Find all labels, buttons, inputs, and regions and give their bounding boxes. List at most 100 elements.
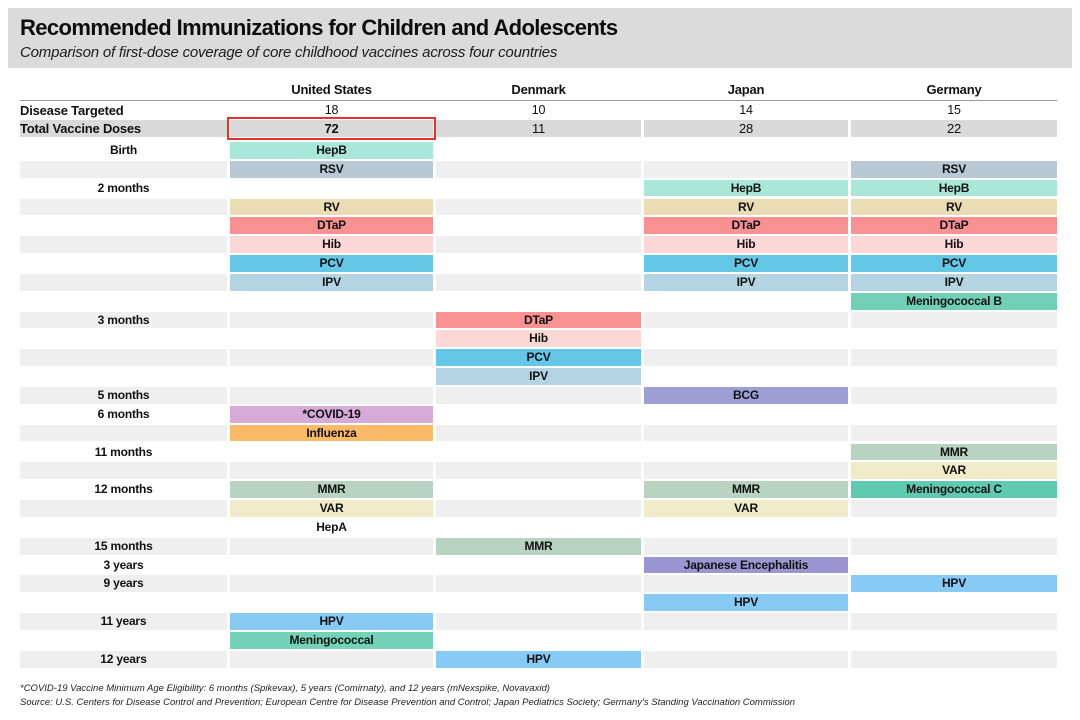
schedule-cell	[436, 386, 641, 405]
schedule-cell	[851, 556, 1057, 575]
schedule-cell	[20, 367, 227, 386]
row-band	[851, 537, 1057, 555]
vaccine-pill-hib: Hib	[230, 236, 433, 254]
row-band	[436, 217, 641, 234]
schedule-cell	[230, 537, 433, 556]
row-band	[644, 650, 848, 668]
row-band	[644, 406, 848, 423]
row-band	[230, 368, 433, 385]
schedule-cell: 11 years	[20, 612, 227, 631]
vaccine-pill-dtap: DTaP	[230, 217, 433, 235]
row-band	[20, 198, 227, 216]
row-band	[20, 236, 227, 254]
schedule-cell	[644, 518, 848, 537]
row-band	[851, 330, 1057, 347]
schedule-cell	[436, 556, 641, 575]
disease-targeted-label: Disease Targeted	[20, 103, 124, 118]
vaccine-pill-bcg: BCG	[644, 386, 848, 404]
schedule-cell: HepA	[230, 518, 433, 537]
schedule-cell: 3 years	[20, 556, 227, 575]
row-band	[230, 180, 433, 197]
row-band	[230, 386, 433, 404]
vaccine-pill-influenza: Influenza	[230, 424, 433, 442]
vaccine-pill-mmr: MMR	[230, 481, 433, 498]
row-band	[20, 462, 227, 480]
schedule-cell	[644, 537, 848, 556]
schedule-cell: 2 months	[20, 179, 227, 198]
schedule-cell	[851, 593, 1057, 612]
row-band	[644, 293, 848, 310]
schedule-cell	[436, 405, 641, 424]
schedule-cell: DTaP	[436, 311, 641, 330]
schedule-cell	[851, 329, 1057, 348]
schedule-cell	[851, 386, 1057, 405]
country-header-japan: Japan	[727, 81, 765, 97]
schedule-grid: Birth HepB RSV RSV 2 months HepB HepB RV RV RV DTa…	[20, 141, 1057, 669]
schedule-cell: Japanese Encephalitis	[644, 556, 848, 575]
row-band	[436, 444, 641, 461]
schedule-cell	[20, 631, 227, 650]
schedule-cell	[230, 179, 433, 198]
row-band	[230, 293, 433, 310]
schedule-cell	[851, 348, 1057, 367]
row-band	[230, 330, 433, 347]
schedule-cell	[851, 367, 1057, 386]
vaccine-pill-hpv: HPV	[230, 613, 433, 630]
row-band	[436, 255, 641, 272]
row-band	[436, 424, 641, 442]
schedule-cell	[851, 518, 1057, 537]
schedule-cell	[644, 461, 848, 480]
schedule-cell: 11 months	[20, 443, 227, 462]
schedule-cell: HPV	[230, 612, 433, 631]
row-band	[20, 217, 227, 234]
vaccine-pill-hepb: HepB	[644, 179, 848, 197]
row-band	[436, 462, 641, 480]
schedule-cell: 5 months	[20, 386, 227, 405]
schedule-cell: HepB	[230, 141, 433, 160]
row-band	[230, 537, 433, 555]
row-band	[20, 594, 227, 611]
schedule-cell	[20, 329, 227, 348]
total-doses-row: Total Vaccine Doses 72 11 28 22	[20, 117, 1057, 140]
vaccine-pill-var: VAR	[230, 500, 433, 517]
schedule-cell: VAR	[644, 499, 848, 518]
vaccine-pill-var: VAR	[644, 500, 848, 517]
row-band	[851, 406, 1057, 423]
vaccine-pill-ipv: IPV	[230, 273, 433, 291]
row-band	[436, 273, 641, 291]
age-label: 15 months	[20, 537, 227, 555]
row-band	[644, 142, 848, 159]
schedule-cell	[644, 367, 848, 386]
schedule-cell: HepB	[851, 179, 1057, 198]
row-band	[436, 406, 641, 423]
schedule-cell: 3 months	[20, 311, 227, 330]
disease-targeted-row: Disease Targeted 18 10 14 15	[20, 100, 1057, 119]
schedule-cell: RV	[230, 198, 433, 217]
row-band	[436, 160, 641, 178]
schedule-cell	[20, 499, 227, 518]
vaccine-pill-mmr: MMR	[851, 443, 1057, 461]
schedule-cell	[436, 292, 641, 311]
schedule-cell	[644, 405, 848, 424]
schedule-cell: HepB	[644, 179, 848, 198]
schedule-cell	[230, 386, 433, 405]
age-label: 6 months	[97, 406, 150, 421]
schedule-cell: Meningococcal C	[851, 480, 1057, 499]
schedule-cell	[20, 235, 227, 254]
row-band	[436, 557, 641, 574]
row-band	[644, 311, 848, 329]
row-band	[851, 386, 1057, 404]
schedule-cell	[851, 499, 1057, 518]
schedule-cell	[436, 160, 641, 179]
row-band	[20, 632, 227, 649]
schedule-cell	[851, 405, 1057, 424]
row-band	[644, 462, 848, 480]
vaccine-pill-dtap: DTaP	[436, 311, 641, 329]
schedule-cell	[851, 424, 1057, 443]
row-band	[436, 293, 641, 310]
vaccine-pill-mmr: MMR	[644, 481, 848, 498]
vaccine-pill-ipv: IPV	[436, 368, 641, 385]
footnote-covid-eligibility: *COVID-19 Vaccine Minimum Age Eligibilit…	[20, 683, 550, 694]
schedule-cell: 12 years	[20, 650, 227, 669]
schedule-cell: 12 months	[20, 480, 227, 499]
